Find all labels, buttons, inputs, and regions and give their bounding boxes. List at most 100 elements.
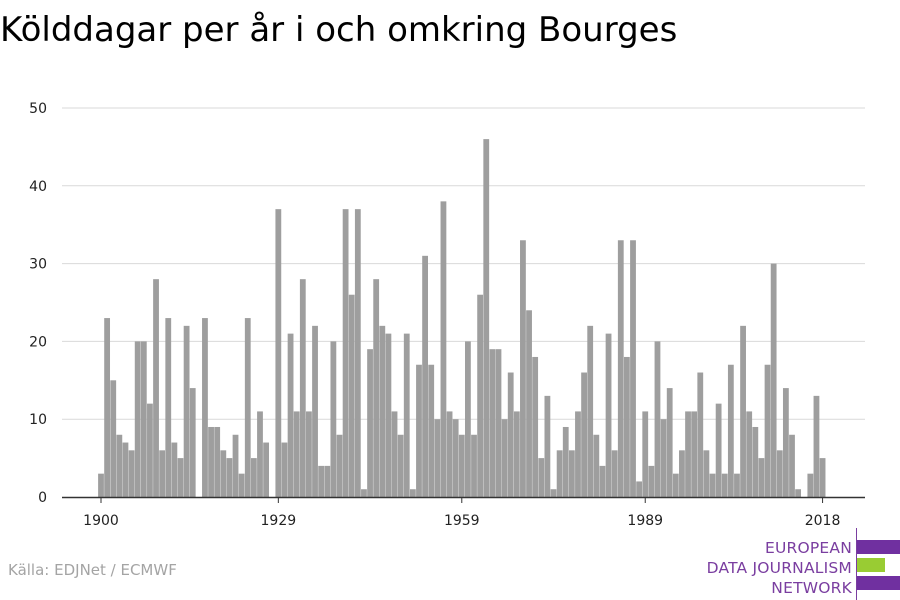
bar-1900[interactable] bbox=[98, 473, 104, 497]
bar-2013[interactable] bbox=[789, 434, 795, 497]
bar-1988[interactable] bbox=[636, 481, 643, 497]
bar-2006[interactable] bbox=[746, 411, 753, 497]
bar-2014[interactable] bbox=[795, 489, 802, 497]
bar-1996[interactable] bbox=[685, 411, 691, 497]
bar-1954[interactable] bbox=[428, 364, 435, 497]
bar-1950[interactable] bbox=[403, 333, 410, 497]
bar-1920[interactable] bbox=[220, 450, 227, 497]
bar-1971[interactable] bbox=[532, 356, 539, 497]
bar-1915[interactable] bbox=[189, 388, 196, 497]
bar-1981[interactable] bbox=[593, 434, 600, 497]
bar-1997[interactable] bbox=[691, 411, 698, 497]
bar-1960[interactable] bbox=[465, 341, 471, 497]
bar-1934[interactable] bbox=[306, 411, 312, 497]
bar-2011[interactable] bbox=[776, 450, 783, 497]
bar-1918[interactable] bbox=[208, 426, 214, 497]
bar-1911[interactable] bbox=[165, 318, 172, 497]
bar-1969[interactable] bbox=[520, 240, 526, 497]
bar-1958[interactable] bbox=[452, 419, 459, 497]
bar-2002[interactable] bbox=[721, 473, 728, 497]
bar-2012[interactable] bbox=[782, 388, 789, 497]
bar-1942[interactable] bbox=[354, 209, 361, 497]
bar-1975[interactable] bbox=[556, 450, 563, 497]
bar-1991[interactable] bbox=[654, 341, 661, 497]
bar-1937[interactable] bbox=[324, 465, 331, 497]
bar-1931[interactable] bbox=[287, 333, 294, 497]
bar-1990[interactable] bbox=[648, 465, 655, 497]
bar-1924[interactable] bbox=[244, 318, 251, 497]
bar-1932[interactable] bbox=[293, 411, 300, 497]
bar-1930[interactable] bbox=[281, 442, 288, 497]
bar-1921[interactable] bbox=[226, 458, 233, 497]
bar-1922[interactable] bbox=[232, 434, 239, 497]
bar-2008[interactable] bbox=[758, 458, 765, 497]
bar-2004[interactable] bbox=[734, 473, 740, 497]
bar-1929[interactable] bbox=[275, 209, 282, 497]
bar-2003[interactable] bbox=[727, 364, 734, 497]
bar-1910[interactable] bbox=[159, 450, 166, 497]
bar-1912[interactable] bbox=[171, 442, 178, 497]
bar-1940[interactable] bbox=[342, 209, 349, 497]
bar-1989[interactable] bbox=[642, 411, 649, 497]
bar-1964[interactable] bbox=[489, 349, 496, 497]
bar-1995[interactable] bbox=[679, 450, 685, 497]
bar-2010[interactable] bbox=[770, 263, 777, 497]
bar-1953[interactable] bbox=[422, 255, 428, 497]
bar-2016[interactable] bbox=[807, 473, 814, 497]
bar-1992[interactable] bbox=[660, 419, 667, 497]
bar-1936[interactable] bbox=[318, 465, 325, 497]
bar-1952[interactable] bbox=[416, 364, 422, 497]
bar-1903[interactable] bbox=[116, 434, 123, 497]
bar-1914[interactable] bbox=[183, 325, 190, 497]
bar-1993[interactable] bbox=[666, 388, 673, 497]
bar-1917[interactable] bbox=[202, 318, 208, 497]
bar-1925[interactable] bbox=[250, 458, 257, 497]
bar-1972[interactable] bbox=[538, 458, 545, 497]
bar-1913[interactable] bbox=[177, 458, 184, 497]
bar-1943[interactable] bbox=[361, 489, 367, 497]
bar-1926[interactable] bbox=[257, 411, 263, 497]
bar-1902[interactable] bbox=[110, 380, 117, 497]
bar-1998[interactable] bbox=[697, 372, 704, 497]
bar-1941[interactable] bbox=[348, 294, 355, 497]
bar-1948[interactable] bbox=[391, 411, 398, 497]
bar-1968[interactable] bbox=[513, 411, 520, 497]
bar-1973[interactable] bbox=[544, 395, 551, 497]
bar-1999[interactable] bbox=[703, 450, 710, 497]
bar-1901[interactable] bbox=[104, 318, 111, 497]
bar-1959[interactable] bbox=[458, 434, 465, 497]
bar-1907[interactable] bbox=[140, 341, 147, 497]
bar-2018[interactable] bbox=[819, 458, 826, 497]
bar-1935[interactable] bbox=[312, 325, 318, 497]
bar-1923[interactable] bbox=[238, 473, 245, 497]
bar-1946[interactable] bbox=[379, 325, 386, 497]
bar-1977[interactable] bbox=[568, 450, 575, 497]
bar-1967[interactable] bbox=[507, 372, 514, 497]
bar-2017[interactable] bbox=[813, 395, 820, 497]
bar-1979[interactable] bbox=[581, 372, 587, 497]
bar-1976[interactable] bbox=[562, 426, 569, 497]
bar-1987[interactable] bbox=[630, 240, 636, 497]
bar-1905[interactable] bbox=[128, 450, 135, 497]
bar-1919[interactable] bbox=[214, 426, 221, 497]
bar-1957[interactable] bbox=[446, 411, 453, 497]
bar-1986[interactable] bbox=[623, 356, 630, 497]
bar-1944[interactable] bbox=[367, 349, 373, 497]
bar-1970[interactable] bbox=[526, 310, 532, 497]
bar-1927[interactable] bbox=[263, 442, 270, 497]
bar-1938[interactable] bbox=[330, 341, 337, 497]
bar-1963[interactable] bbox=[483, 139, 490, 497]
bar-1951[interactable] bbox=[409, 489, 416, 497]
bar-2007[interactable] bbox=[752, 426, 759, 497]
bar-1955[interactable] bbox=[434, 419, 441, 497]
bar-1962[interactable] bbox=[477, 294, 484, 497]
bar-1982[interactable] bbox=[599, 465, 606, 497]
bar-1933[interactable] bbox=[299, 279, 306, 497]
bar-1906[interactable] bbox=[134, 341, 141, 497]
bar-1909[interactable] bbox=[153, 279, 159, 497]
bar-1904[interactable] bbox=[122, 442, 129, 497]
bar-1983[interactable] bbox=[605, 333, 612, 497]
bar-1965[interactable] bbox=[495, 349, 502, 497]
bar-1939[interactable] bbox=[336, 434, 343, 497]
bar-2005[interactable] bbox=[740, 325, 746, 497]
